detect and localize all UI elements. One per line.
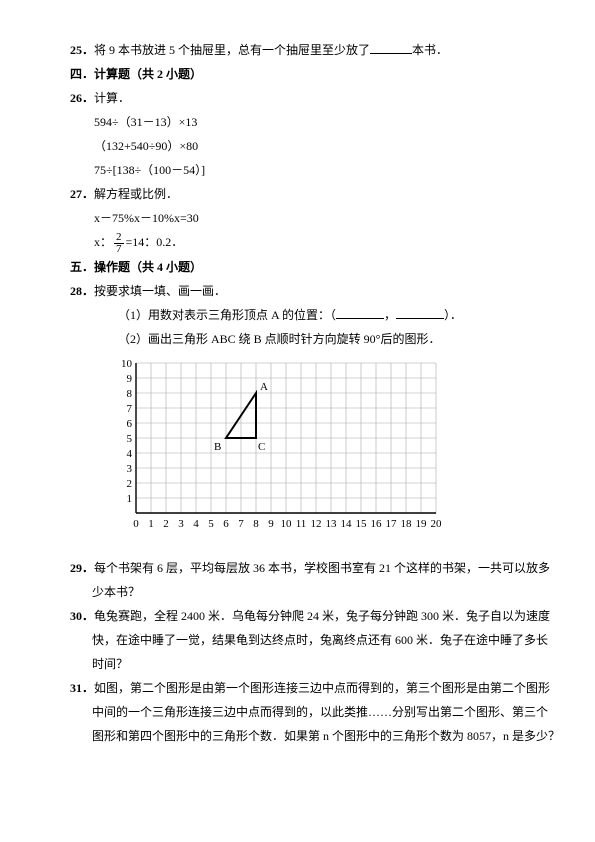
q28-blank-y[interactable]: [396, 307, 444, 319]
svg-text:17: 17: [386, 518, 398, 530]
q27-fraction: 27: [114, 232, 124, 255]
svg-text:7: 7: [127, 403, 133, 415]
question-31-l2: 中间的一个三角形连接三边中点而得到的，以此类推……分别写出第二个图形、第三个: [70, 700, 525, 724]
q27-title: 解方程或比例．: [94, 187, 178, 201]
q29-number: 29．: [70, 561, 94, 575]
svg-text:11: 11: [296, 518, 307, 530]
svg-text:B: B: [214, 441, 221, 453]
q31-text-l1: 如图，第二个图形是由第一个图形连接三边中点而得到的，第三个图形是由第二个图形: [94, 681, 550, 695]
q25-pre: 将 9 本书放进 5 个抽屉里，总有一个抽屉里至少放了: [94, 43, 370, 57]
svg-text:C: C: [258, 441, 265, 453]
svg-text:1: 1: [127, 493, 133, 505]
svg-text:10: 10: [281, 518, 293, 530]
svg-text:7: 7: [238, 518, 244, 530]
svg-text:1: 1: [148, 518, 154, 530]
question-29-l2: 少本书？: [70, 580, 525, 604]
q26-expression-2: （132+540÷90）×80: [70, 134, 525, 158]
svg-text:9: 9: [268, 518, 274, 530]
svg-text:4: 4: [127, 448, 133, 460]
question-28: 28．按要求填一填、画一画．: [70, 279, 525, 303]
q27-l2-post: =14：0.2．: [126, 235, 184, 249]
q31-number: 31．: [70, 681, 94, 695]
svg-text:14: 14: [341, 518, 353, 530]
q28-p1-post: ）．: [444, 308, 462, 322]
svg-text:3: 3: [178, 518, 184, 530]
svg-text:3: 3: [127, 463, 133, 475]
q25-blank[interactable]: [370, 42, 412, 54]
svg-text:19: 19: [416, 518, 428, 530]
q27-equation-1: x－75%x－10%x=30: [70, 206, 525, 230]
q26-expression-1: 594÷（31－13）×13: [70, 110, 525, 134]
q28-title: 按要求填一填、画一画．: [94, 284, 226, 298]
q26-title: 计算．: [94, 91, 130, 105]
question-30-l1: 30．龟兔赛跑，全程 2400 米．乌龟每分钟爬 24 米，兔子每分钟跑 300…: [70, 604, 525, 628]
svg-text:8: 8: [127, 388, 133, 400]
svg-text:13: 13: [326, 518, 338, 530]
question-31-l3: 图形和第四个图形中的三角形个数．如果第 n 个图形中的三角形个数为 8057，n…: [70, 724, 525, 748]
svg-text:0: 0: [133, 518, 139, 530]
svg-text:A: A: [260, 381, 268, 393]
q27-frac-den: 7: [114, 244, 124, 255]
svg-text:2: 2: [127, 478, 133, 490]
q26-number: 26．: [70, 91, 94, 105]
q25-number: 25．: [70, 43, 94, 57]
q30-number: 30．: [70, 609, 94, 623]
q26-expression-3: 75÷[138÷（100－54）]: [70, 158, 525, 182]
svg-text:15: 15: [356, 518, 368, 530]
svg-text:18: 18: [401, 518, 413, 530]
question-30-l2: 快，在途中睡了一觉，结果龟到达终点时，兔离终点还有 600 米．兔子在途中睡了多…: [70, 628, 525, 652]
question-25: 25．将 9 本书放进 5 个抽屉里，总有一个抽屉里至少放了 本书．: [70, 38, 525, 62]
q28-part2: （2）画出三角形 ABC 绕 B 点顺时针方向旋转 90°后的图形．: [70, 327, 525, 351]
svg-text:2: 2: [163, 518, 169, 530]
q28-part1: （1）用数对表示三角形顶点 A 的位置：（ ， ）．: [70, 303, 525, 327]
question-26: 26．计算．: [70, 86, 525, 110]
svg-text:12: 12: [311, 518, 322, 530]
q28-number: 28．: [70, 284, 94, 298]
q28-blank-x[interactable]: [336, 307, 384, 319]
q28-p1-mid: ，: [384, 308, 396, 322]
q29-text-l1: 每个书架有 6 层，平均每层放 36 本书，学校图书室有 21 个这样的书架，一…: [94, 561, 550, 575]
svg-text:6: 6: [223, 518, 229, 530]
svg-text:10: 10: [121, 358, 133, 370]
svg-text:8: 8: [253, 518, 259, 530]
svg-text:9: 9: [127, 373, 133, 385]
svg-text:20: 20: [431, 518, 443, 530]
q27-frac-num: 2: [114, 232, 124, 244]
svg-text:5: 5: [208, 518, 214, 530]
svg-text:6: 6: [127, 418, 133, 430]
question-27: 27．解方程或比例．: [70, 182, 525, 206]
q27-l2-pre: x：: [94, 235, 112, 249]
svg-text:5: 5: [127, 433, 133, 445]
section-5-title: 五．操作题（共 4 小题）: [70, 255, 525, 279]
question-30-l3: 时间？: [70, 652, 525, 676]
grid-chart: 1234567891001234567891011121314151617181…: [118, 357, 525, 550]
q30-text-l1: 龟兔赛跑，全程 2400 米．乌龟每分钟爬 24 米，兔子每分钟跑 300 米．…: [94, 609, 550, 623]
q25-post: 本书．: [412, 43, 448, 57]
question-31-l1: 31．如图，第二个图形是由第一个图形连接三边中点而得到的，第三个图形是由第二个图…: [70, 676, 525, 700]
section-4-title: 四．计算题（共 2 小题）: [70, 62, 525, 86]
q28-p1-pre: （1）用数对表示三角形顶点 A 的位置：（: [118, 308, 336, 322]
svg-text:4: 4: [193, 518, 199, 530]
q27-equation-2: x：27=14：0.2．: [70, 230, 525, 255]
q27-number: 27．: [70, 187, 94, 201]
svg-text:16: 16: [371, 518, 383, 530]
question-29-l1: 29．每个书架有 6 层，平均每层放 36 本书，学校图书室有 21 个这样的书…: [70, 556, 525, 580]
